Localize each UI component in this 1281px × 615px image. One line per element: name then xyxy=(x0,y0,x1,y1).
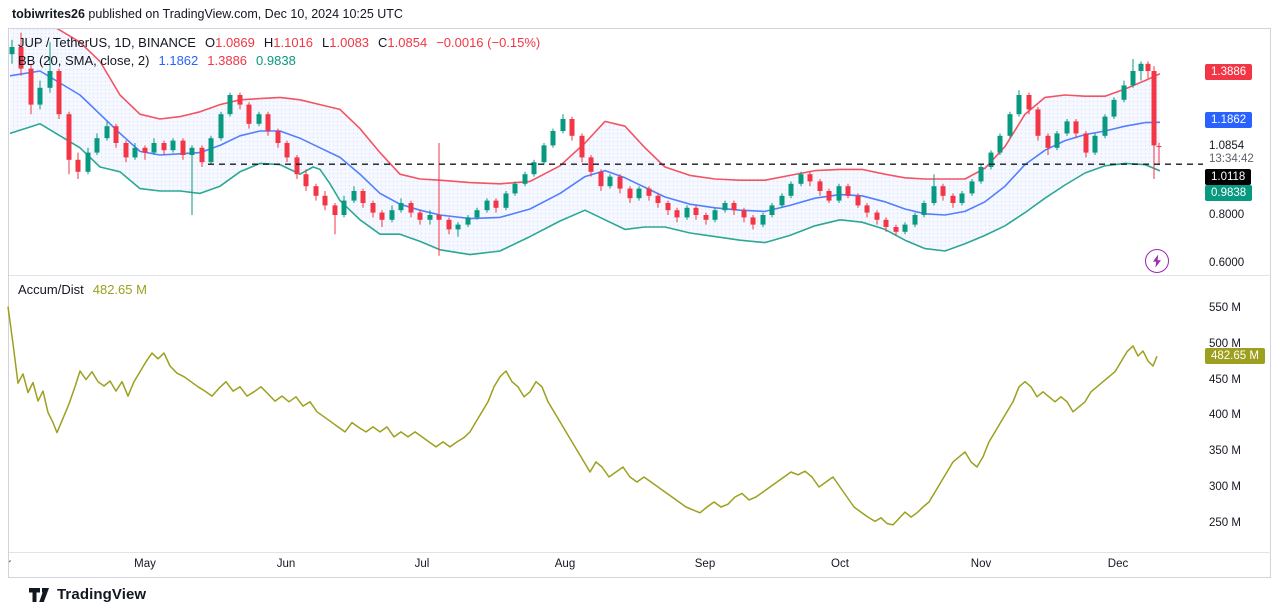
time-axis-label: Apr xyxy=(9,558,11,570)
time-axis-label: May xyxy=(134,558,156,570)
candles xyxy=(9,32,1162,256)
attribution: tobiwrites26 published on TradingView.co… xyxy=(12,7,403,21)
author-name: tobiwrites26 xyxy=(12,7,85,21)
boost-button[interactable] xyxy=(1145,249,1169,273)
lightning-bolt-icon xyxy=(1153,254,1161,268)
accum-dist-line xyxy=(7,306,1158,526)
bollinger-fill xyxy=(10,29,1160,255)
time-axis-label: Sep xyxy=(694,558,716,570)
time-axis-label: Jun xyxy=(276,558,296,570)
time-axis-label: Jul xyxy=(414,558,430,570)
tradingview-logo[interactable]: TradingView xyxy=(28,586,146,603)
tradingview-mark-icon xyxy=(29,587,49,602)
time-axis-label: Dec xyxy=(1107,558,1129,570)
time-axis-label: Nov xyxy=(970,558,992,570)
time-axis[interactable]: Apr May Jun Jul Aug Sep Oct Nov Dec xyxy=(9,553,1270,578)
tradingview-logo-text: TradingView xyxy=(57,586,147,603)
time-axis-label: Aug xyxy=(554,558,576,570)
bb-lower-line xyxy=(9,123,1161,256)
time-axis-label: Oct xyxy=(831,558,849,570)
attribution-text: published on TradingView.com, Dec 10, 20… xyxy=(84,7,403,21)
price-pane[interactable] xyxy=(9,18,1162,256)
